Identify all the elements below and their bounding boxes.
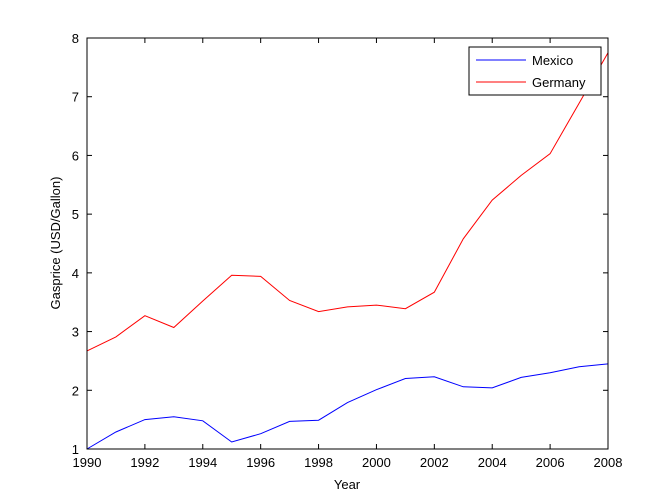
y-axis-ticks: 1 2 3 4 5 6 7 8 <box>72 31 608 457</box>
y-tick-label: 6 <box>72 148 79 163</box>
x-tick-label: 1998 <box>304 455 333 470</box>
y-tick-label: 3 <box>72 325 79 340</box>
x-axis-ticks: 1990 1992 1994 1996 1998 2000 2002 2004 2006 2008 <box>73 38 623 470</box>
series-lines <box>86 52 609 450</box>
axes-box <box>86 37 609 450</box>
x-tick-label: 2006 <box>536 455 565 470</box>
y-tick-label: 7 <box>72 90 79 105</box>
y-tick-label: 8 <box>72 31 79 46</box>
x-tick-label: 2004 <box>478 455 507 470</box>
y-axis-label: Gasprice (USD/Gallon) <box>48 177 63 310</box>
y-tick-label: 1 <box>72 442 79 457</box>
legend-label-mexico: Mexico <box>532 53 573 68</box>
x-tick-label: 2008 <box>594 455 623 470</box>
y-tick-label: 2 <box>72 383 79 398</box>
y-tick-label: 5 <box>72 207 79 222</box>
series-line-germany <box>86 52 609 352</box>
x-tick-label: 2000 <box>362 455 391 470</box>
y-tick-label: 4 <box>72 266 79 281</box>
x-tick-label: 1992 <box>130 455 159 470</box>
x-tick-label: 1996 <box>246 455 275 470</box>
x-tick-label: 2002 <box>420 455 449 470</box>
legend-label-germany: Germany <box>532 75 586 90</box>
legend-box <box>468 46 602 96</box>
plot-area <box>87 38 608 449</box>
x-axis-label: Year <box>334 477 361 492</box>
x-tick-label: 1990 <box>73 455 102 470</box>
legend: Mexico Germany <box>468 46 602 96</box>
series-line-mexico <box>86 363 609 450</box>
x-tick-label: 1994 <box>188 455 217 470</box>
